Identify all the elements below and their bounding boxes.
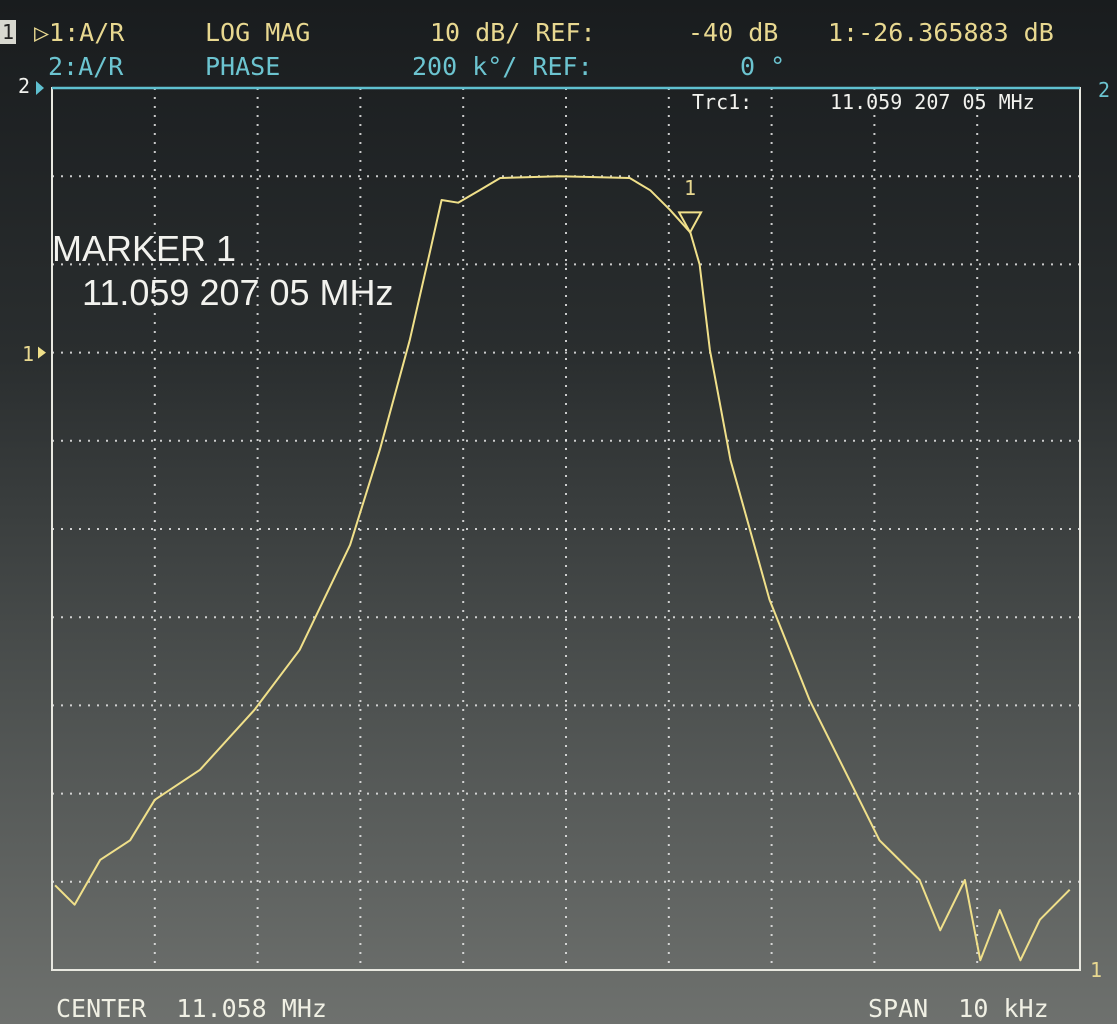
marker-box-title: MARKER 1 — [52, 228, 237, 269]
trc-label: Trc1: — [692, 90, 753, 114]
trc-value: 11.059 207 05 MHz — [830, 90, 1035, 114]
marker-readout: 1:-26.365883 dB — [828, 18, 1054, 47]
trace1-ref: -40 dB — [688, 18, 779, 47]
trace1-format: LOG MAG — [205, 18, 311, 47]
trace1-ref-marker-left: 1 — [22, 342, 35, 366]
trace1-ref-arrow — [38, 346, 46, 359]
trace2-scale: 200 k°/ REF: — [412, 52, 593, 81]
channel-badge: 1 — [0, 20, 16, 44]
span-frequency: SPAN 10 kHz — [868, 994, 1049, 1023]
trace2-format: PHASE — [205, 52, 281, 81]
marker-number-label: 1 — [684, 176, 697, 200]
trace1-scale: 10 dB/ REF: — [430, 18, 596, 47]
marker-box-value: 11.059 207 05 MHz — [82, 272, 394, 313]
trace1-ref-marker-right: 1 — [1090, 958, 1103, 982]
trace1-line — [54, 175, 1071, 962]
marker-1-triangle — [677, 211, 703, 235]
trace2-ref-marker-right: 2 — [1098, 78, 1111, 102]
trace2-ref-marker-left: 2 — [18, 74, 31, 98]
center-frequency: CENTER 11.058 MHz — [56, 994, 327, 1023]
trace2-ref: 0 ° — [740, 52, 786, 81]
trace2-label: 2:A/R — [48, 52, 124, 81]
trace1-label: ▷1:A/R — [34, 18, 125, 47]
trace2-ref-arrow — [36, 81, 44, 95]
